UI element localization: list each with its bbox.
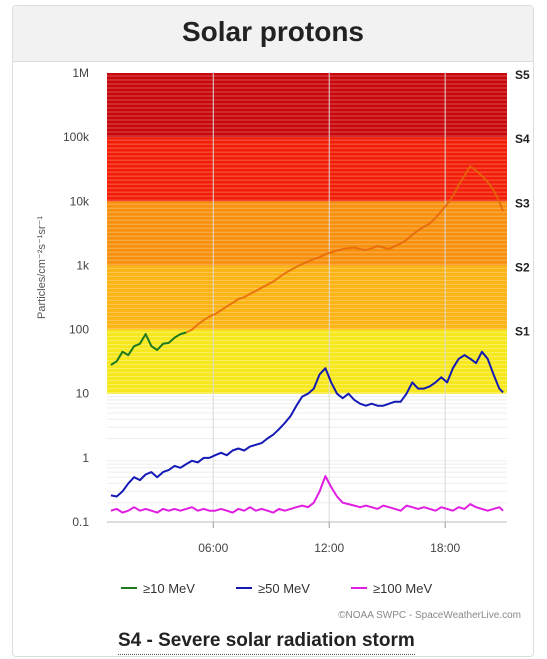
axes: S1 S2 S3 S4 S5 06:00 12:00 18:00 0.1 1 10 100 1k 10k 1… [36,66,530,555]
storm-label-s4: S4 [515,132,530,146]
legend-label-2: ≥50 MeV [258,581,310,596]
storm-label-s5: S5 [515,68,530,82]
grid-lines [107,73,507,522]
x-tick-label: 06:00 [198,541,228,555]
chart-title: Solar protons [181,16,364,47]
x-tick-label: 18:00 [430,541,460,555]
y-tick-label: 0.1 [72,515,89,529]
chart-canvas: S1 S2 S3 S4 S5 06:00 12:00 18:00 0.1 1 10 100 1k 10k 1… [36,66,530,621]
credit-text: ©NOAA SWPC - SpaceWeatherLive.com [338,610,521,621]
y-tick-label: 1M [72,66,89,80]
storm-label-s2: S2 [515,260,530,274]
y-tick-label: 100k [63,130,90,144]
storm-band-s1 [107,329,507,394]
y-tick-label: 10k [70,194,90,208]
x-tick-label: 12:00 [314,541,344,555]
y-tick-label: 1 [82,451,89,465]
series-line-1-faded [185,165,505,334]
series-lines [110,165,505,514]
chart-card: Solar protons S1 S2 S3 S4 S5 06:00 12:00 18:00 0… [12,5,534,657]
storm-label-s3: S3 [515,196,530,210]
legend-label-1: ≥10 MeV [143,581,195,596]
storm-label-s1: S1 [515,325,530,339]
y-axis-label: Particles/cm⁻²s⁻¹sr⁻¹ [36,216,48,319]
series-line-2 [110,350,504,498]
title-bar: Solar protons [13,6,533,62]
y-tick-label: 100 [69,323,89,337]
series-line-3 [110,475,504,514]
legend-label-3: ≥100 MeV [373,581,432,596]
y-tick-label: 10 [76,387,90,401]
storm-band-s5 [107,73,507,138]
storm-status: S4 - Severe solar radiation storm [118,630,415,655]
storm-band-s4 [107,137,507,202]
y-tick-label: 1k [76,258,90,272]
series-line-1 [110,331,187,366]
storm-band-s2 [107,265,507,330]
legend: ≥10 MeV ≥50 MeV ≥100 MeV [121,581,432,596]
storm-bands [107,73,507,394]
